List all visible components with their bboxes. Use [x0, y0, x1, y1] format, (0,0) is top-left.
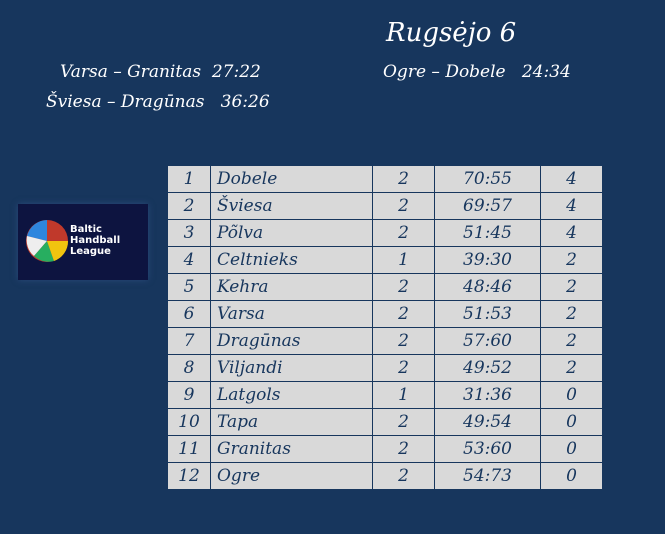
cell-position: 3 [167, 219, 211, 247]
cell-team: Kehra [210, 273, 373, 301]
cell-team: Viljandi [210, 354, 373, 382]
table-row: 2 Šviesa 2 69:57 4 [167, 192, 603, 220]
cell-position: 5 [167, 273, 211, 301]
cell-points: 0 [540, 381, 603, 409]
cell-games: 2 [372, 273, 435, 301]
table-row: 9 Latgols 1 31:36 0 [167, 381, 603, 409]
cell-position: 1 [167, 165, 211, 193]
cell-position: 6 [167, 300, 211, 328]
cell-games: 2 [372, 327, 435, 355]
cell-team: Põlva [210, 219, 373, 247]
cell-position: 10 [167, 408, 211, 436]
cell-position: 2 [167, 192, 211, 220]
cell-points: 4 [540, 165, 603, 193]
cell-points: 0 [540, 462, 603, 490]
cell-team: Latgols [210, 381, 373, 409]
cell-position: 4 [167, 246, 211, 274]
logo-text: Baltic Handball League [70, 224, 121, 257]
cell-team: Ogre [210, 462, 373, 490]
cell-position: 12 [167, 462, 211, 490]
table-row: 6 Varsa 2 51:53 2 [167, 300, 603, 328]
cell-points: 0 [540, 435, 603, 463]
cell-goals: 54:73 [434, 462, 541, 490]
cell-points: 2 [540, 246, 603, 274]
table-row: 5 Kehra 2 48:46 2 [167, 273, 603, 301]
table-row: 10 Tapa 2 49:54 0 [167, 408, 603, 436]
cell-games: 2 [372, 192, 435, 220]
cell-goals: 70:55 [434, 165, 541, 193]
table-row: 8 Viljandi 2 49:52 2 [167, 354, 603, 382]
match-result: Šviesa – Dragūnas 36:26 [46, 92, 270, 112]
table-row: 12 Ogre 2 54:73 0 [167, 462, 603, 490]
cell-goals: 57:60 [434, 327, 541, 355]
table-row: 3 Põlva 2 51:45 4 [167, 219, 603, 247]
table-row: 11 Granitas 2 53:60 0 [167, 435, 603, 463]
cell-team: Dragūnas [210, 327, 373, 355]
table-row: 1 Dobele 2 70:55 4 [167, 165, 603, 193]
cell-games: 2 [372, 219, 435, 247]
cell-games: 2 [372, 165, 435, 193]
cell-games: 1 [372, 246, 435, 274]
cell-position: 9 [167, 381, 211, 409]
cell-points: 2 [540, 354, 603, 382]
table-row: 7 Dragūnas 2 57:60 2 [167, 327, 603, 355]
cell-games: 2 [372, 408, 435, 436]
cell-team: Dobele [210, 165, 373, 193]
cell-goals: 39:30 [434, 246, 541, 274]
cell-team: Varsa [210, 300, 373, 328]
cell-points: 2 [540, 327, 603, 355]
standings-table: 1 Dobele 2 70:55 4 2 Šviesa 2 69:57 4 3 Põlva 2 51:45… [167, 165, 603, 490]
cell-position: 8 [167, 354, 211, 382]
cell-team: Tapa [210, 408, 373, 436]
cell-games: 2 [372, 435, 435, 463]
cell-points: 4 [540, 219, 603, 247]
cell-team: Granitas [210, 435, 373, 463]
cell-position: 11 [167, 435, 211, 463]
cell-games: 2 [372, 462, 435, 490]
cell-points: 2 [540, 273, 603, 301]
cell-goals: 31:36 [434, 381, 541, 409]
table-row: 4 Celtnieks 1 39:30 2 [167, 246, 603, 274]
cell-goals: 48:46 [434, 273, 541, 301]
cell-goals: 53:60 [434, 435, 541, 463]
cell-team: Celtnieks [210, 246, 373, 274]
cell-position: 7 [167, 327, 211, 355]
hands-ball-icon [26, 220, 69, 262]
cell-goals: 69:57 [434, 192, 541, 220]
cell-games: 2 [372, 354, 435, 382]
cell-goals: 51:45 [434, 219, 541, 247]
baltic-handball-league-logo: Baltic Handball League [18, 204, 148, 280]
cell-goals: 49:54 [434, 408, 541, 436]
cell-team: Šviesa [210, 192, 373, 220]
cell-goals: 51:53 [434, 300, 541, 328]
cell-points: 0 [540, 408, 603, 436]
cell-games: 2 [372, 300, 435, 328]
cell-goals: 49:52 [434, 354, 541, 382]
match-result: Ogre – Dobele 24:34 [383, 62, 571, 82]
cell-points: 2 [540, 300, 603, 328]
round-title: Rugsėjo 6 [386, 18, 517, 48]
cell-points: 4 [540, 192, 603, 220]
cell-games: 1 [372, 381, 435, 409]
match-result: Varsa – Granitas 27:22 [60, 62, 261, 82]
